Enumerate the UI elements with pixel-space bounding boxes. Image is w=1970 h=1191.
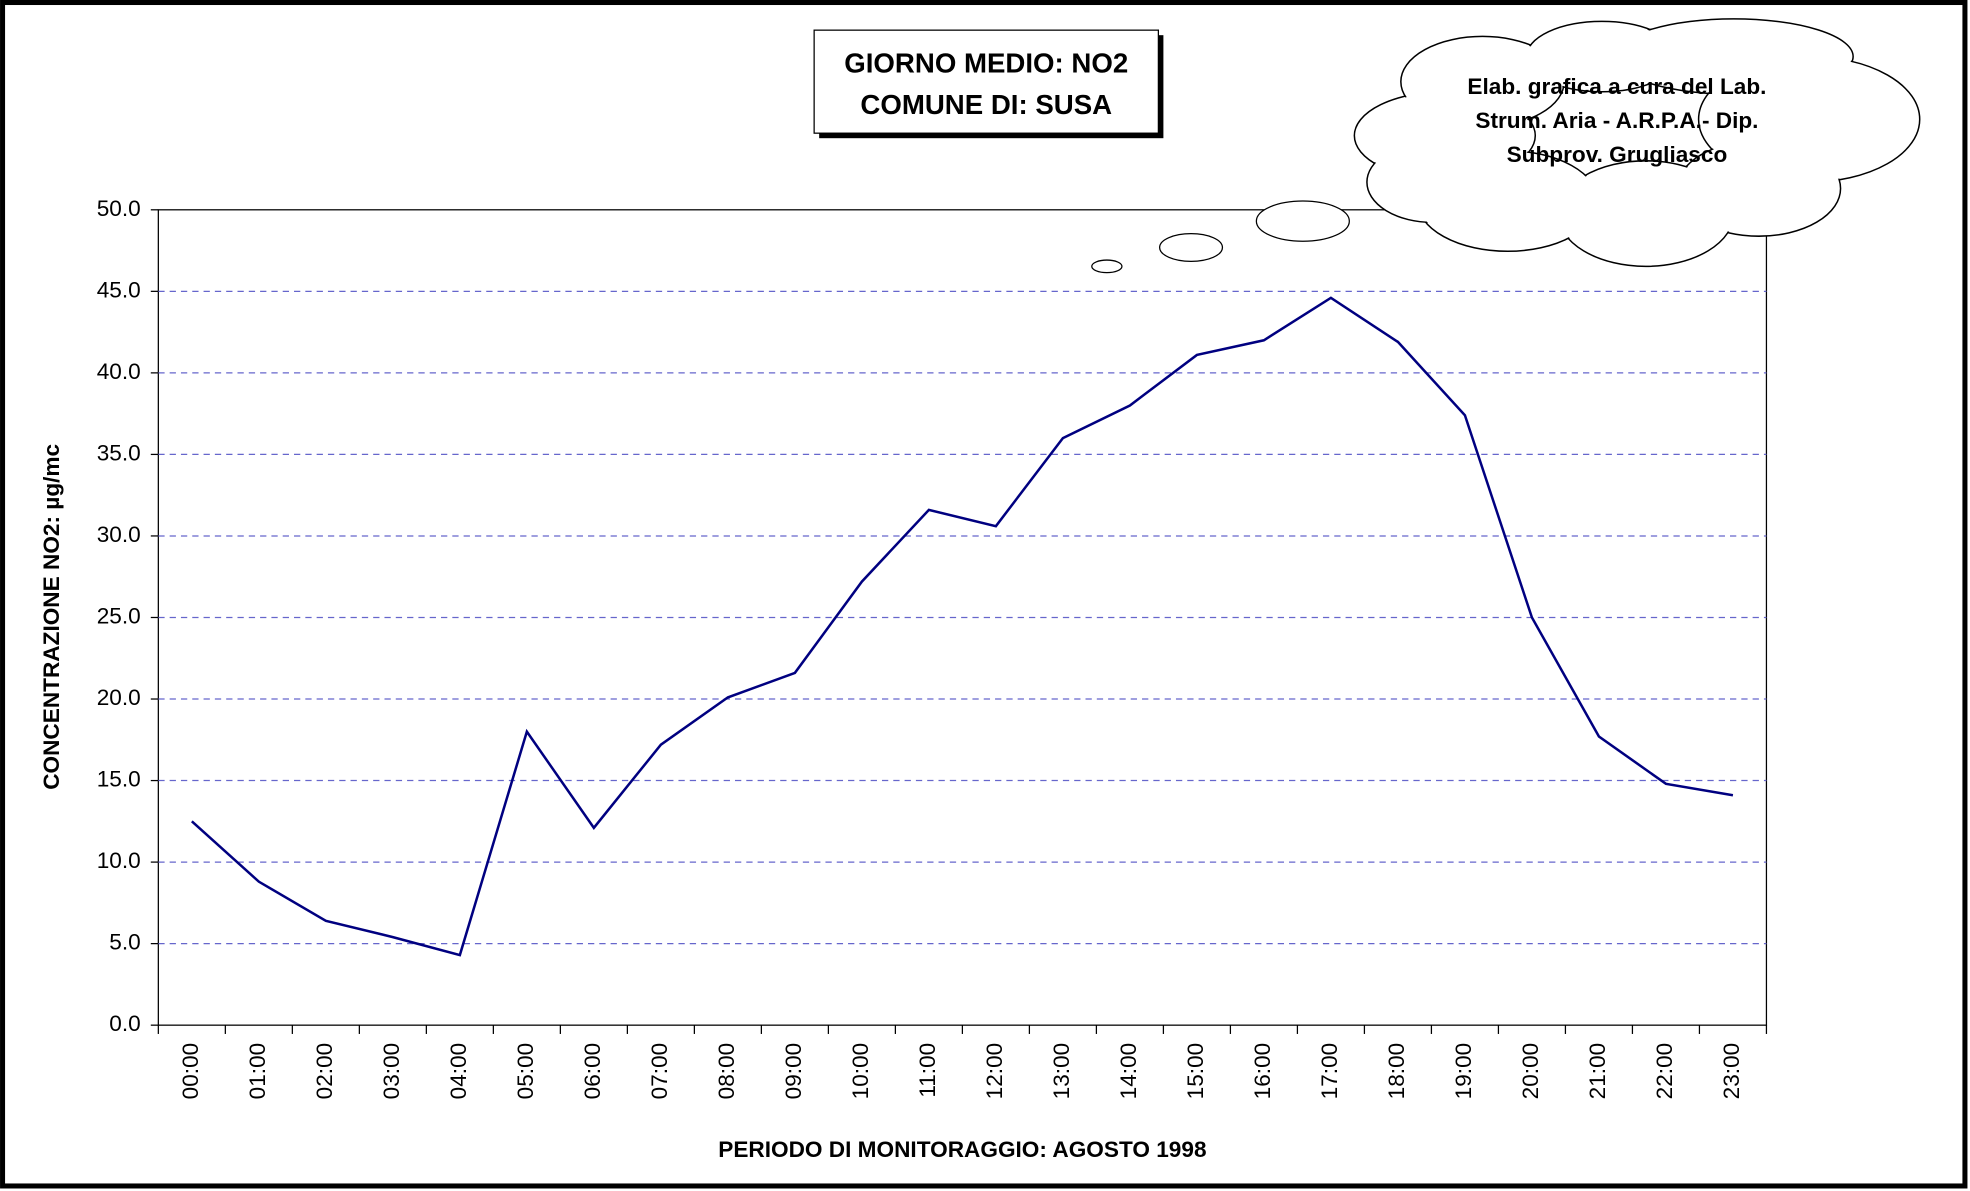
x-tick-label: 11:00 <box>915 1043 940 1098</box>
chart: GIORNO MEDIO: NO2 COMUNE DI: SUSA <box>0 0 1970 1191</box>
y-tick-label: 40.0 <box>97 359 141 384</box>
x-tick-label: 09:00 <box>781 1043 806 1100</box>
y-axis-title: CONCENTRAZIONE NO2: µg/mc <box>39 444 64 790</box>
y-tick-label: 45.0 <box>97 277 141 302</box>
x-tick-label: 22:00 <box>1652 1043 1677 1100</box>
y-tick-label: 10.0 <box>97 848 141 873</box>
x-tick-label: 12:00 <box>982 1043 1007 1100</box>
x-tick-label: 08:00 <box>714 1043 739 1100</box>
y-tick-label: 15.0 <box>97 767 141 792</box>
x-tick-label: 16:00 <box>1250 1043 1275 1100</box>
annotation: Strum. Aria - A.R.P.A.- Dip. <box>1475 108 1758 133</box>
x-tick-label: 17:00 <box>1317 1043 1342 1100</box>
x-tick-label: 15:00 <box>1183 1043 1208 1100</box>
x-tick-label: 23:00 <box>1719 1043 1744 1100</box>
chart-title: GIORNO MEDIO: NO2 <box>844 48 1128 79</box>
y-tick-label: 5.0 <box>109 930 140 955</box>
y-tick-label: 20.0 <box>97 685 141 710</box>
x-tick-label: 01:00 <box>245 1043 270 1100</box>
x-tick-label: 20:00 <box>1518 1043 1543 1100</box>
x-tick-label: 03:00 <box>379 1043 404 1100</box>
y-tick-label: 50.0 <box>97 196 141 221</box>
y-tick-label: 30.0 <box>97 522 141 547</box>
page: {"chart_data": {"type": "line", "title":… <box>0 0 1970 1191</box>
x-tick-label: 07:00 <box>647 1043 672 1100</box>
x-tick-label: 19:00 <box>1451 1043 1476 1100</box>
y-tick-label: 0.0 <box>109 1011 140 1036</box>
x-tick-label: 04:00 <box>446 1043 471 1100</box>
y-tick-label: 35.0 <box>97 440 141 465</box>
x-tick-label: 05:00 <box>513 1043 538 1100</box>
annotation: Elab. grafica a cura del Lab. <box>1467 74 1766 99</box>
x-tick-label: 02:00 <box>312 1043 337 1100</box>
x-tick-label: 06:00 <box>580 1043 605 1100</box>
annotation: Subprov. Grugliasco <box>1507 142 1728 167</box>
x-tick-label: 10:00 <box>848 1043 873 1100</box>
x-tick-label: 14:00 <box>1116 1043 1141 1100</box>
x-tick-label: 00:00 <box>178 1043 203 1100</box>
chart-title: COMUNE DI: SUSA <box>860 89 1112 120</box>
x-tick-label: 13:00 <box>1049 1043 1074 1100</box>
x-tick-label: 18:00 <box>1384 1043 1409 1100</box>
x-tick-label: 21:00 <box>1585 1043 1610 1100</box>
y-tick-label: 25.0 <box>97 603 141 628</box>
x-axis-title: PERIODO DI MONITORAGGIO: AGOSTO 1998 <box>718 1137 1206 1162</box>
